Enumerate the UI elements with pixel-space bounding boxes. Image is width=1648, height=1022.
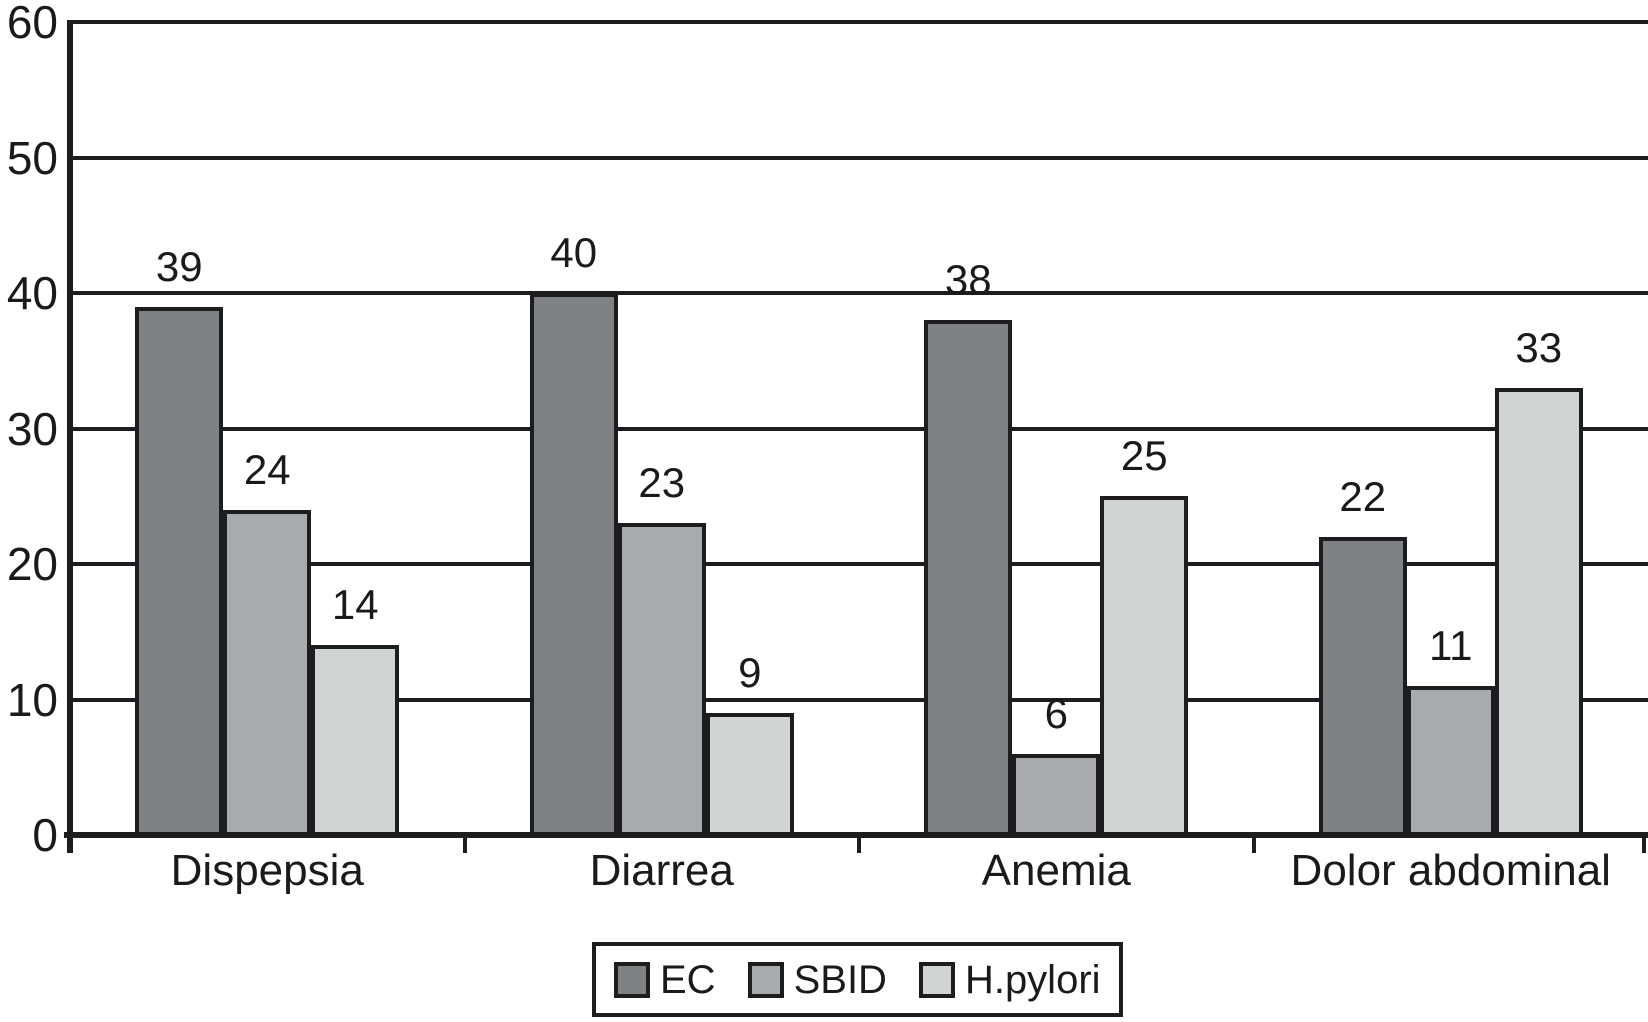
y-axis-line bbox=[67, 20, 73, 853]
bar-H.pylori-Dolor abdominal bbox=[1494, 387, 1583, 838]
legend-swatch-H.pylori bbox=[918, 961, 955, 998]
x-axis-line bbox=[64, 832, 1648, 838]
legend-item-EC: EC bbox=[614, 959, 716, 1001]
x-axis-tick bbox=[462, 835, 467, 853]
y-axis-tick-label: 40 bbox=[6, 267, 58, 319]
bar-EC-Diarrea bbox=[529, 293, 618, 838]
bar-value-label: 40 bbox=[550, 229, 598, 276]
gridline-10 bbox=[70, 697, 1648, 702]
bar-value-label: 22 bbox=[1339, 472, 1387, 520]
y-axis-tick-label: 50 bbox=[6, 131, 58, 184]
gridline-50 bbox=[70, 155, 1648, 160]
legend-label-H.pylori: H.pylori bbox=[964, 957, 1101, 1002]
y-axis-tick-label: 20 bbox=[6, 538, 58, 590]
category-label-1: Diarrea bbox=[589, 846, 734, 895]
bar-EC-Dispepsia bbox=[135, 306, 224, 838]
legend-label-SBID: SBID bbox=[793, 957, 887, 1002]
y-axis-tick-label: 30 bbox=[6, 402, 58, 455]
y-axis-tick-label: 60 bbox=[6, 0, 58, 48]
x-axis-tick bbox=[857, 835, 861, 853]
gridline-20 bbox=[70, 562, 1648, 566]
gridline-40 bbox=[70, 291, 1648, 295]
bar-value-label: 33 bbox=[1515, 323, 1563, 371]
bar-H.pylori-Dispepsia bbox=[311, 645, 400, 838]
x-axis-tick bbox=[1642, 835, 1646, 853]
legend: EC SBID H.pylori bbox=[592, 942, 1123, 1017]
legend-item-SBID: SBID bbox=[747, 957, 887, 1002]
y-axis-tick-label: 0 bbox=[32, 809, 58, 861]
legend-swatch-EC bbox=[614, 961, 650, 998]
bar-EC-Dolor abdominal bbox=[1318, 536, 1407, 838]
category-label-3: Dolor abdominal bbox=[1290, 846, 1611, 895]
bar-H.pylori-Anemia bbox=[1100, 496, 1189, 838]
legend-swatch-SBID bbox=[747, 961, 784, 998]
legend-label-EC: EC bbox=[660, 957, 716, 1002]
gridline-30 bbox=[70, 426, 1648, 431]
bar-value-label: 23 bbox=[638, 459, 686, 507]
bar-value-label: 38 bbox=[944, 256, 992, 304]
bar-value-label: 24 bbox=[243, 445, 291, 493]
y-axis-tick-label: 10 bbox=[6, 673, 58, 726]
bar-SBID-Dispepsia bbox=[223, 509, 312, 838]
bar-value-label: 25 bbox=[1120, 432, 1168, 480]
x-axis-tick bbox=[1251, 835, 1256, 853]
bar-value-label: 11 bbox=[1428, 621, 1473, 669]
bar-EC-Anemia bbox=[924, 320, 1013, 838]
category-label-0: Dispepsia bbox=[170, 846, 364, 895]
bar-SBID-Anemia bbox=[1012, 753, 1101, 838]
bar-H.pylori-Diarrea bbox=[705, 713, 794, 838]
category-label-2: Anemia bbox=[981, 846, 1131, 895]
bar-SBID-Diarrea bbox=[617, 523, 706, 838]
bar-value-label: 6 bbox=[1044, 689, 1068, 737]
bar-value-label: 9 bbox=[738, 649, 762, 697]
bar-value-label: 39 bbox=[155, 242, 203, 290]
legend-item-H.pylori: H.pylori bbox=[918, 957, 1101, 1002]
bar-value-label: 14 bbox=[331, 581, 379, 629]
gridline-60 bbox=[70, 20, 1648, 24]
bar-SBID-Dolor abdominal bbox=[1406, 685, 1495, 838]
